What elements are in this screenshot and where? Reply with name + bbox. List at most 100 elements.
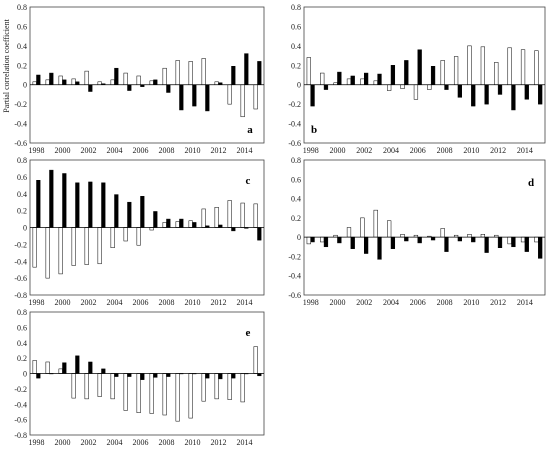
bar-b-s0-2003	[373, 80, 378, 85]
x-tick-label: 2014	[517, 298, 533, 307]
bar-b-s0-2013	[507, 47, 512, 85]
x-tick-label: 2004	[383, 146, 399, 155]
x-tick-label: 2012	[211, 146, 227, 155]
bar-e-s1-2007	[153, 373, 158, 378]
bar-b-s1-2015	[538, 84, 543, 105]
bar-b-s0-2004	[387, 84, 392, 91]
bar-b-s0-2008	[440, 60, 445, 85]
x-tick-label: 2002	[356, 146, 372, 155]
y-tick-label: -0.6	[14, 416, 27, 425]
bar-c-s0-2014	[240, 202, 245, 228]
bar-c-s0-2001	[71, 227, 76, 266]
x-tick-label: 2000	[329, 146, 345, 155]
x-tick-label: 2008	[159, 146, 175, 155]
x-tick-label: 2010	[463, 146, 479, 155]
y-tick-label: -0.6	[14, 139, 27, 148]
bar-e-s1-2012	[218, 373, 223, 380]
bar-a-s1-2013	[231, 66, 236, 85]
x-tick-label: 2000	[55, 438, 71, 447]
bar-a-s0-2001	[71, 78, 76, 85]
bar-d-s1-2002	[364, 236, 369, 254]
bar-b-s1-2006	[417, 49, 422, 85]
bar-d-s1-2006	[417, 236, 422, 244]
bar-a-s0-2007	[149, 80, 154, 85]
bar-c-s1-2006	[140, 196, 145, 228]
y-tick-label: 0.8	[17, 308, 27, 317]
y-tick-label: -0.4	[14, 400, 27, 409]
x-tick-label: 2002	[81, 438, 97, 447]
bar-e-s0-2010	[188, 373, 193, 419]
bar-d-s1-2015	[538, 236, 543, 259]
bar-c-s1-2015	[257, 227, 262, 241]
bar-e-s0-2005	[123, 373, 128, 411]
x-tick-label: 2010	[463, 298, 479, 307]
bar-d-s0-2013	[507, 236, 512, 245]
y-tick-label: -0.4	[288, 272, 301, 281]
bar-c-s1-2009	[179, 218, 184, 228]
plot-frame	[29, 6, 265, 144]
bar-d-s0-2010	[467, 234, 472, 238]
y-tick-label: 0	[23, 224, 27, 233]
bar-a-s0-2005	[123, 72, 128, 85]
bar-e-s1-2005	[127, 373, 132, 377]
x-tick-label: 2014	[517, 146, 533, 155]
bar-b-s1-2002	[364, 72, 369, 85]
bar-c-s0-2009	[175, 221, 180, 228]
y-tick-label: 0.2	[291, 61, 301, 70]
x-tick-label: 2002	[356, 298, 372, 307]
x-tick-label: 2000	[329, 298, 345, 307]
bar-c-s0-2000	[58, 227, 63, 275]
bar-e-s0-2001	[71, 373, 76, 399]
x-tick-label: 1998	[303, 146, 319, 155]
x-tick-label: 2010	[185, 438, 201, 447]
bar-b-s1-2000	[337, 71, 342, 85]
bar-e-s1-2006	[140, 373, 145, 380]
bar-d-s1-2004	[390, 236, 396, 249]
x-tick-label: 2008	[159, 298, 175, 307]
bar-c-s0-2010	[188, 220, 193, 228]
bar-b-s1-2009	[457, 84, 462, 98]
bar-a-s1-2007	[153, 79, 158, 85]
x-tick-label: 2006	[410, 146, 426, 155]
x-tick-label: 2008	[437, 298, 453, 307]
x-tick-label: 2012	[490, 146, 506, 155]
bar-e-s1-2004	[114, 373, 119, 377]
bar-a-s1-2000	[62, 79, 67, 85]
x-tick-label: 2002	[81, 146, 97, 155]
bar-a-s0-2000	[58, 75, 63, 85]
y-tick-label: 0	[297, 81, 301, 90]
bar-a-s0-2004	[110, 79, 115, 85]
x-tick-label: 2004	[107, 146, 123, 155]
panel-letter: e	[246, 327, 251, 339]
x-tick-label: 1998	[29, 298, 45, 307]
bar-a-s0-2006	[136, 75, 141, 85]
x-tick-label: 2008	[437, 146, 453, 155]
bar-c-s0-1999	[45, 227, 50, 279]
bar-a-s0-2009	[175, 60, 180, 85]
bar-e-s1-2001	[75, 355, 80, 374]
bar-b-s0-1999	[320, 72, 325, 85]
y-tick-label: 0.2	[17, 207, 27, 216]
bar-d-s1-1999	[323, 236, 329, 248]
bar-e-s1-1998	[36, 373, 41, 379]
chart-panel-d: -0.6 -0.4 -0.2 0 0.2 0.4 0.6 0.8 1998 2000 2002 200…	[288, 156, 546, 307]
bar-c-s0-2005	[123, 227, 128, 242]
bar-a-s1-1999	[49, 72, 54, 85]
bar-e-s1-2002	[88, 361, 93, 374]
y-tick-label: 0.6	[291, 22, 301, 31]
bar-b-s0-2002	[360, 78, 365, 85]
bar-a-s1-2004	[114, 67, 119, 85]
bar-e-s1-2011	[205, 373, 210, 379]
bar-d-s1-2012	[497, 236, 503, 249]
bar-e-s0-2006	[136, 373, 141, 413]
bar-a-s1-2015	[257, 61, 262, 85]
bar-a-s1-2009	[179, 84, 184, 111]
bar-b-s0-1998	[306, 57, 311, 85]
x-tick-label: 1998	[29, 438, 45, 447]
panel-letter: a	[247, 124, 253, 136]
x-tick-label: 2006	[133, 146, 149, 155]
x-tick-label: 2006	[133, 298, 149, 307]
y-tick-label: 0.2	[17, 354, 27, 363]
bar-c-s1-2007	[153, 211, 158, 228]
x-tick-label: 2000	[55, 146, 71, 155]
